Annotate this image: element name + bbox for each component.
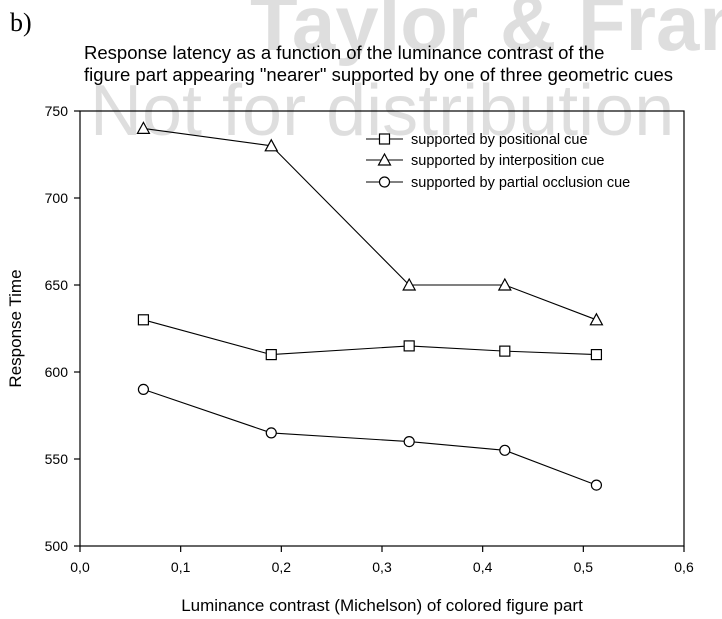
series-line-square	[143, 319, 597, 356]
data-point-triangle	[497, 277, 512, 291]
y-axis-label: Response Time	[6, 269, 25, 387]
data-point-circle	[590, 479, 603, 491]
y-tick-label: 700	[45, 190, 69, 206]
chart-title-line-1: Response latency as a function of the lu…	[84, 42, 605, 63]
series-layer	[136, 121, 604, 491]
data-point-triangle	[589, 312, 604, 326]
data-point-circle	[265, 427, 277, 439]
chart-title-line-2: figure part appearing "nearer" supported…	[84, 64, 674, 85]
x-tick-label: 0,5	[574, 559, 594, 575]
legend-entry: supported by partial occlusion cue	[411, 175, 630, 191]
legend-entry: supported by positional cue	[411, 132, 588, 148]
data-point-circle	[403, 436, 415, 448]
panel-label: b)	[10, 8, 32, 37]
x-tick-label: 0,3	[372, 559, 392, 575]
data-point-square	[403, 340, 415, 352]
x-axis: 0,0 0,1 0,2 0,3 0,4 0,5 0,6	[70, 546, 694, 575]
y-tick-label: 600	[45, 364, 69, 380]
y-tick-label: 650	[45, 277, 69, 293]
x-axis-label: Luminance contrast (Michelson) of colore…	[181, 596, 583, 615]
x-tick-label: 0,2	[272, 559, 292, 575]
data-point-triangle	[402, 277, 417, 291]
data-point-circle	[499, 444, 511, 456]
chart-title: Response latency as a function of the lu…	[84, 42, 722, 86]
x-tick-label: 0,1	[171, 559, 191, 575]
legend-entry: supported by interposition cue	[411, 153, 604, 169]
legend-marker-circle	[378, 176, 391, 188]
legend-marker-triangle	[377, 152, 392, 166]
data-point-square	[499, 345, 511, 357]
data-point-circle	[137, 383, 150, 395]
legend-marker-square	[378, 133, 391, 145]
x-tick-label: 0,4	[473, 559, 493, 575]
legend: supported by positional cue supported by …	[366, 132, 630, 191]
x-tick-label: 0,6	[674, 559, 694, 575]
y-tick-label: 550	[45, 451, 69, 467]
watermark-line-1: Taylor & Francis	[250, 0, 722, 67]
x-tick-label: 0,0	[70, 559, 90, 575]
data-point-triangle	[264, 138, 279, 152]
data-point-square	[137, 314, 150, 326]
data-point-square	[590, 349, 603, 361]
y-tick-label: 500	[45, 538, 69, 554]
y-axis: 500 550 600 650 700 750	[45, 103, 80, 554]
data-point-triangle	[136, 121, 151, 134]
y-tick-label: 750	[45, 103, 69, 119]
series-line-circle	[143, 388, 597, 486]
data-point-square	[265, 349, 277, 361]
